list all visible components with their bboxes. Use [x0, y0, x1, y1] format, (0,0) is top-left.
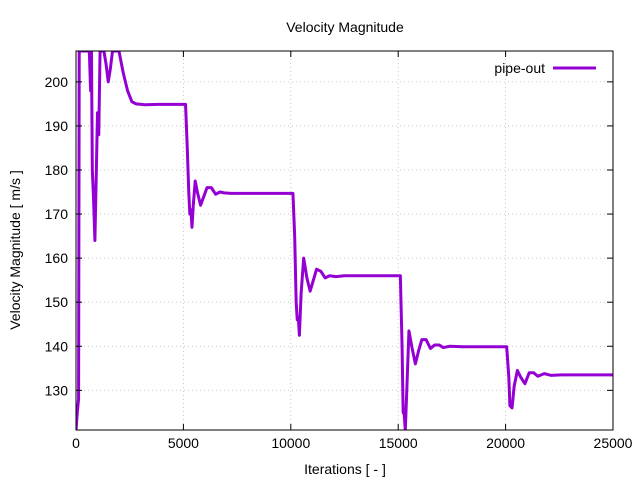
y-tick-label-170: 170	[45, 206, 69, 222]
x-tick-label-5000: 5000	[168, 435, 199, 451]
x-tick-label-0: 0	[72, 435, 80, 451]
x-tick-label-15000: 15000	[379, 435, 418, 451]
x-tick-label-25000: 25000	[594, 435, 633, 451]
y-tick-label-180: 180	[45, 162, 69, 178]
y-axis-label: Velocity Magnitude [ m/s ]	[7, 170, 23, 330]
x-axis-label: Iterations [ - ]	[304, 461, 386, 477]
x-tick-label-10000: 10000	[271, 435, 310, 451]
series-group	[76, 51, 613, 430]
x-tick-label-20000: 20000	[486, 435, 525, 451]
y-tick-label-150: 150	[45, 294, 69, 310]
y-tick-label-190: 190	[45, 118, 69, 134]
y-tick-label-200: 200	[45, 74, 69, 90]
y-tick-label-140: 140	[45, 338, 69, 354]
plot-frame	[75, 50, 614, 431]
grid-lines	[76, 51, 613, 430]
chart-title: Velocity Magnitude	[286, 19, 404, 35]
legend-label-pipe-out: pipe-out	[494, 60, 545, 76]
y-tick-label-160: 160	[45, 250, 69, 266]
axis-ticks: 0 5000 10000 15000 20000 25000 130 140 150 160 170…	[45, 51, 633, 451]
legend: pipe-out	[494, 60, 596, 76]
series-line-pipe-out	[76, 51, 613, 430]
y-tick-label-130: 130	[45, 382, 69, 398]
